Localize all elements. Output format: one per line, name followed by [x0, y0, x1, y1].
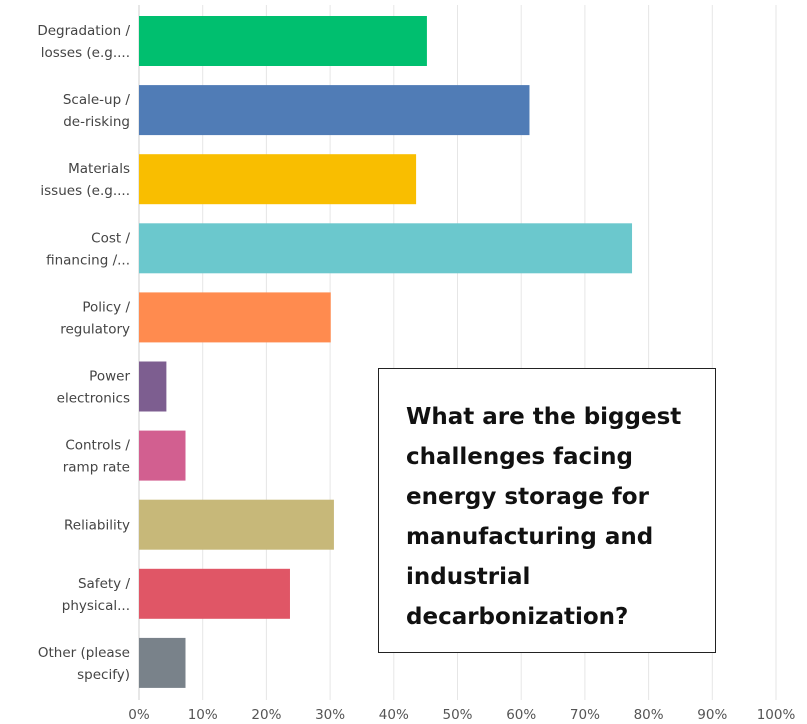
bar	[139, 223, 633, 274]
x-tick-label: 40%	[379, 707, 409, 723]
category-label: Power electronics	[57, 369, 131, 407]
bar	[139, 430, 186, 481]
bar	[139, 85, 530, 136]
category-label: Cost / financing /...	[46, 230, 130, 268]
category-label: Materials issues (e.g....	[40, 161, 130, 199]
x-axis-ticks: 0% 10% 20% 30% 40% 50% 60% 70% 80% 90% 100%	[128, 707, 795, 723]
x-tick-label: 0%	[128, 707, 150, 723]
category-label: Controls / ramp rate	[63, 438, 131, 476]
category-label: Scale-up / de-risking	[63, 92, 131, 130]
question-callout: What are the biggest challenges facing e…	[378, 368, 716, 653]
bar	[139, 499, 334, 550]
bar	[139, 568, 290, 619]
x-tick-label: 90%	[697, 707, 727, 723]
callout-text: What are the biggest challenges facing e…	[406, 404, 682, 630]
x-tick-label: 70%	[570, 707, 600, 723]
bar	[139, 292, 331, 343]
bar	[139, 154, 417, 205]
category-label: Reliability	[64, 518, 130, 534]
category-labels: Degradation / losses (e.g.... Scale-up / de…	[37, 23, 130, 683]
x-tick-label: 100%	[757, 707, 796, 723]
x-tick-label: 20%	[251, 707, 281, 723]
bars	[139, 16, 633, 688]
x-tick-label: 60%	[506, 707, 536, 723]
bar	[139, 637, 186, 688]
x-tick-label: 50%	[442, 707, 472, 723]
bar	[139, 361, 167, 412]
category-label: Safety / physical...	[62, 576, 131, 614]
x-tick-label: 80%	[634, 707, 664, 723]
category-label: Degradation / losses (e.g....	[37, 23, 130, 61]
x-tick-label: 10%	[188, 707, 218, 723]
category-label: Other (please specify)	[38, 645, 130, 683]
x-tick-label: 30%	[315, 707, 345, 723]
bar	[139, 16, 427, 66]
category-label: Policy / regulatory	[60, 299, 130, 337]
